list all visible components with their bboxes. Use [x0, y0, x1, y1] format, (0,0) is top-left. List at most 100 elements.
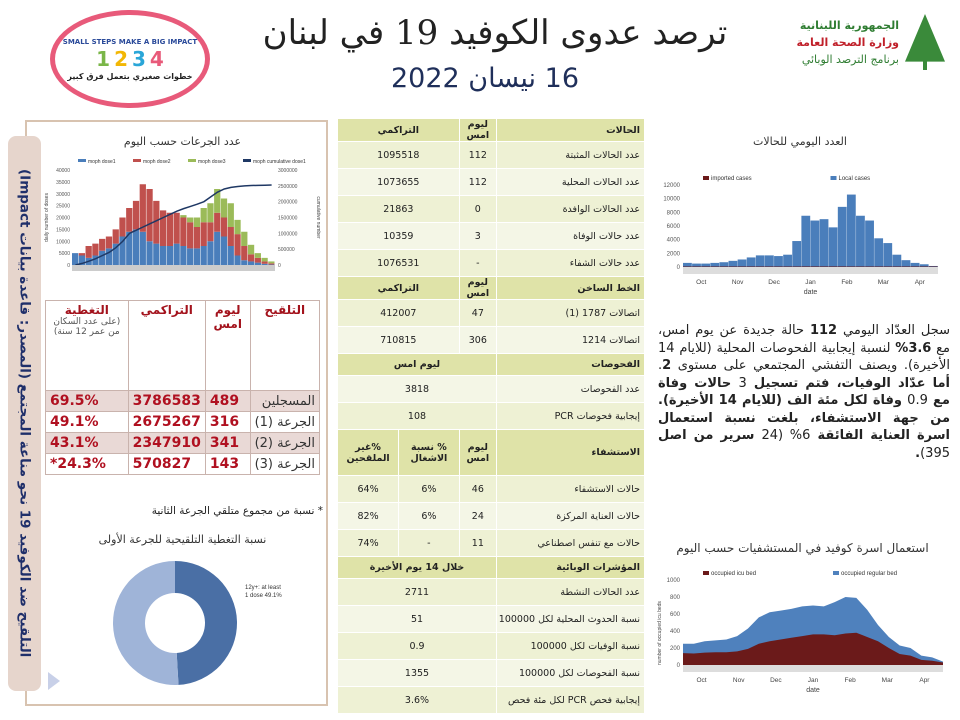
dose-bar	[247, 254, 255, 262]
dose-bar	[139, 231, 146, 265]
dose-bar	[227, 246, 234, 265]
local-cases-bar	[892, 254, 902, 267]
dose-bar	[207, 241, 214, 265]
y-tick-label: 1000	[667, 578, 681, 584]
y-tick-label: 35000	[56, 180, 70, 186]
dose-bar	[214, 231, 221, 265]
highlight-value: 3.6%	[895, 340, 932, 356]
legend-swatch	[133, 159, 141, 162]
imported-cases-bar	[701, 266, 711, 267]
table-row: عدد حالات الوفاة 3 10359	[337, 222, 645, 250]
dose-label: الجرعة (3)	[249, 453, 321, 475]
dose-bar	[220, 236, 228, 265]
coverage-value: 49.1%	[45, 411, 129, 433]
cell-value: 47	[458, 299, 498, 327]
vaccination-chart-title: عدد الجرعات حسب اليوم	[123, 135, 242, 148]
coverage-value: 43.1%	[45, 432, 129, 454]
column-header: خلال 14 يوم الأخيرة	[337, 556, 497, 579]
cell-value: 710815	[337, 326, 460, 354]
table-row: الجرعة (1) 316 2675267 49.1%	[45, 411, 321, 433]
daily-cases-chart-title: العدد اليومي للحالات	[753, 135, 847, 148]
side-title-text: التلقيح ضد الكوفيد 19 نحو مناعة المجتمع …	[16, 169, 33, 658]
y-tick-label: 12000	[663, 183, 680, 189]
logo-numbers: 1 2 3 4	[96, 48, 164, 70]
dose-bar	[200, 208, 207, 223]
dose-bar	[200, 246, 207, 265]
dose-bar	[268, 261, 275, 264]
legend-swatch	[833, 571, 839, 575]
dose-bar	[268, 263, 275, 265]
column-header: ليوم امس	[458, 429, 498, 476]
local-cases-bar	[865, 220, 874, 267]
column-header: ليوم امس	[204, 300, 251, 391]
dose-bar	[159, 246, 167, 265]
row-label: نسبة الحدوث المحلية لكل 100000	[496, 605, 645, 633]
month-label: Mar	[882, 677, 894, 684]
legend-label: occupied regular bed	[841, 571, 897, 577]
logo-number: 2	[114, 46, 128, 71]
dose-bar	[193, 217, 201, 227]
y-tick-label: 15000	[56, 227, 70, 233]
dose-bar	[261, 257, 268, 262]
hospital-header-row: الاستشفاء ليوم امس% نسبة الاشغال %غير المل…	[336, 429, 645, 476]
table-row: عدد الحالات المحلية 112 1073655	[337, 168, 645, 196]
report-date: 16 نيسان 2022	[390, 63, 580, 94]
hotline-header-row: الخط الساخن ليوم امس التراكمي	[337, 276, 645, 300]
local-cases-bar	[828, 227, 838, 267]
cell-value: 74%	[336, 529, 400, 557]
cell-value: 6%	[398, 502, 460, 530]
highlight-value: 112	[809, 323, 838, 338]
cell-value: 24	[458, 502, 498, 530]
dose-bar	[126, 231, 133, 265]
cell-value: 0.9	[337, 632, 497, 660]
local-cases-bar	[692, 263, 701, 267]
table-row: الجرعة (2) 341 2347910 43.1%	[45, 432, 321, 454]
imported-cases-bar	[828, 266, 838, 267]
table-row: عدد الفحوصات 3818	[337, 375, 645, 403]
table-row: نسبة الحدوث المحلية لكل 100000 51	[337, 605, 645, 633]
ministry-line2: وزارة الصحة العامة	[796, 35, 900, 49]
table-row: إيجابية فحوصات PCR 108	[337, 402, 645, 430]
imported-cases-bar	[737, 266, 747, 267]
logo-number: 1	[96, 46, 111, 71]
ministry-logo: الجمهورية اللبنانية وزارة الصحة العامة ب…	[765, 12, 945, 72]
coverage-header: التغطية	[64, 303, 109, 317]
cell-value: 3	[458, 222, 498, 250]
month-label: Feb	[841, 279, 853, 286]
play-icon[interactable]	[48, 672, 60, 690]
dose-bar	[207, 203, 214, 223]
month-label: Oct	[697, 677, 707, 684]
dose-bar	[146, 189, 153, 242]
local-cases-bar	[683, 262, 692, 267]
legend-label: moph dose1	[88, 159, 116, 165]
month-label: Jan	[805, 279, 816, 286]
dose-bar	[234, 234, 241, 256]
y2-tick-label: 2000000	[278, 200, 298, 206]
dose-bar	[159, 210, 167, 246]
month-label: Jan	[808, 677, 819, 684]
vaccination-table: التلقيح ليوم امس التراكمي التغطية (على عد…	[45, 300, 321, 475]
y-tick-label: 10000	[663, 197, 680, 203]
dose-bar	[180, 215, 187, 218]
row-label: عدد الحالات المحلية	[496, 168, 645, 196]
local-cases-bar	[919, 264, 929, 267]
local-cases-bar	[910, 262, 920, 267]
table-row: إيجابية فحص PCR لكل مئة فحص 3.6%	[337, 686, 645, 714]
daily-value: 341	[204, 432, 251, 454]
table-row: عدد الحالات المثبتة 112 1095518	[337, 141, 645, 169]
y-tick-label: 0	[677, 265, 681, 271]
imported-cases-bar	[883, 266, 893, 267]
dose-bar	[200, 222, 207, 246]
dose-bar	[126, 208, 133, 232]
imported-cases-bar	[764, 266, 774, 267]
date-tick-band	[72, 265, 275, 271]
cell-value: 306	[458, 326, 498, 354]
highlight-value: 2	[662, 358, 672, 373]
imported-cases-bar	[928, 266, 938, 267]
cell-value: 112	[458, 141, 498, 169]
table-row: اتصالات 1787 (1) 47 412007	[337, 299, 645, 327]
local-cases-bar	[928, 265, 938, 267]
dose-bar	[227, 227, 234, 246]
imported-cases-bar	[874, 266, 884, 267]
y-tick-label: 25000	[56, 204, 70, 210]
